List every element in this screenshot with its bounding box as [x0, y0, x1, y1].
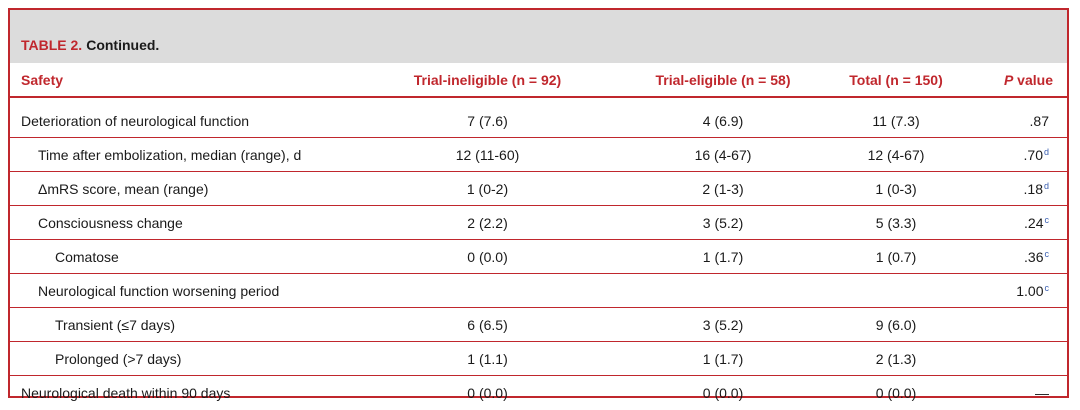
cell-trial-eligible: 16 (4-67) — [625, 137, 821, 172]
table-frame: TABLE 2. Continued. Safety Trial-ineligib… — [8, 8, 1069, 401]
row-label: Neurological function worsening period — [10, 273, 350, 308]
col-header-trial-eligible: Trial-eligible (n = 58) — [625, 63, 821, 98]
col-header-trial-ineligible: Trial-ineligible (n = 92) — [350, 63, 625, 98]
col-header-safety: Safety — [10, 63, 350, 98]
cell-p-value: .24c — [971, 205, 1067, 240]
table-row: Neurological function worsening period 1.… — [10, 273, 1067, 308]
p-value-text: .18 — [1023, 180, 1043, 197]
cell-trial-eligible: 1 (1.7) — [625, 341, 821, 376]
row-label: Deterioration of neurological function — [10, 104, 350, 138]
cell-total: 1 (0-3) — [821, 171, 971, 206]
cell-total: 1 (0.7) — [821, 239, 971, 274]
cell-trial-ineligible: 12 (11-60) — [350, 137, 625, 172]
table-row: Transient (≤7 days) 6 (6.5) 3 (5.2) 9 (6.0) — [10, 307, 1067, 342]
p-value-text: .24 — [1024, 214, 1044, 231]
footnote-marker[interactable]: d — [1043, 146, 1049, 157]
footnote-marker[interactable]: c — [1044, 248, 1050, 259]
row-label: Transient (≤7 days) — [10, 307, 350, 342]
cell-p-value: .70d — [971, 137, 1067, 172]
cell-p-value: 1.00c — [971, 273, 1067, 308]
cell-total: 5 (3.3) — [821, 205, 971, 240]
cell-trial-eligible: 4 (6.9) — [625, 104, 821, 138]
cell-total — [821, 273, 971, 308]
cell-total: 12 (4-67) — [821, 137, 971, 172]
cell-trial-ineligible: 7 (7.6) — [350, 104, 625, 138]
cell-total: 9 (6.0) — [821, 307, 971, 342]
table-row: Time after embolization, median (range),… — [10, 137, 1067, 172]
cell-trial-ineligible: 2 (2.2) — [350, 205, 625, 240]
footnote-marker[interactable]: c — [1044, 214, 1050, 225]
cell-trial-eligible: 2 (1-3) — [625, 171, 821, 206]
header-spacer — [10, 97, 1067, 104]
cell-p-value: .87 — [971, 104, 1067, 138]
table-number: TABLE 2. — [21, 37, 83, 53]
cell-trial-eligible: 3 (5.2) — [625, 307, 821, 342]
table-row: Prolonged (>7 days) 1 (1.1) 1 (1.7) 2 (1.3) — [10, 341, 1067, 376]
p-letter: P — [1003, 71, 1014, 88]
cell-p-value — [971, 341, 1067, 376]
cell-trial-ineligible: 0 (0.0) — [467, 384, 508, 401]
p-value-text: .87 — [1029, 112, 1049, 129]
cell-trial-eligible — [625, 273, 821, 308]
row-label: Comatose — [10, 239, 350, 274]
col-header-p-value: P value — [971, 63, 1067, 98]
cell-trial-ineligible: 6 (6.5) — [350, 307, 625, 342]
cell-total: 0 (0.0) — [875, 384, 917, 401]
cell-total: 11 (7.3) — [821, 104, 971, 138]
row-label: Prolonged (>7 days) — [10, 341, 350, 376]
p-value-word: value — [1013, 71, 1053, 88]
row-label: ΔmRS score, mean (range) — [10, 171, 350, 206]
cell-p-value: .18d — [971, 171, 1067, 206]
row-label: Time after embolization, median (range),… — [10, 137, 350, 172]
table-title-bar: TABLE 2. Continued. — [10, 10, 1067, 63]
p-value-text: .70 — [1023, 146, 1043, 163]
footnote-marker[interactable]: c — [1044, 282, 1050, 293]
cell-total: 2 (1.3) — [821, 341, 971, 376]
p-value-text: 1.00 — [1016, 282, 1044, 299]
cell-p-value — [971, 307, 1067, 342]
cell-p-value: — — [971, 376, 1067, 410]
cell-p-value: .36c — [971, 239, 1067, 274]
cell-trial-eligible: 1 (1.7) — [625, 239, 821, 274]
cell-trial-ineligible: 1 (1.1) — [350, 341, 625, 376]
footnote-marker[interactable]: d — [1043, 180, 1049, 191]
table-title: Continued. — [86, 37, 160, 53]
cell-trial-ineligible: 0 (0.0) — [350, 239, 625, 274]
cell-trial-ineligible: 1 (0-2) — [350, 171, 625, 206]
row-label: Neurological death within 90 days — [21, 384, 231, 401]
p-value-text: .36 — [1024, 248, 1044, 265]
table-row: Deterioration of neurological function 7 … — [10, 104, 1067, 138]
table-row: Neurological death within 90 days 0 (0.0)… — [10, 376, 1067, 410]
header-row: Safety Trial-ineligible (n = 92) Trial-e… — [10, 63, 1067, 98]
table-row: Consciousness change 2 (2.2) 3 (5.2) 5 (3.3… — [10, 205, 1067, 240]
table-row: ΔmRS score, mean (range) 1 (0-2) 2 (1-3) 1 … — [10, 171, 1067, 206]
col-header-total: Total (n = 150) — [821, 63, 971, 98]
table-row: Comatose 0 (0.0) 1 (1.7) 1 (0.7) .36c — [10, 239, 1067, 274]
cell-trial-ineligible — [350, 273, 625, 308]
row-label: Consciousness change — [10, 205, 350, 240]
cell-trial-eligible: 3 (5.2) — [625, 205, 821, 240]
cell-trial-eligible: 0 (0.0) — [702, 384, 744, 401]
p-value-text: — — [1035, 384, 1049, 401]
data-table: Safety Trial-ineligible (n = 92) Trial-e… — [10, 63, 1067, 409]
